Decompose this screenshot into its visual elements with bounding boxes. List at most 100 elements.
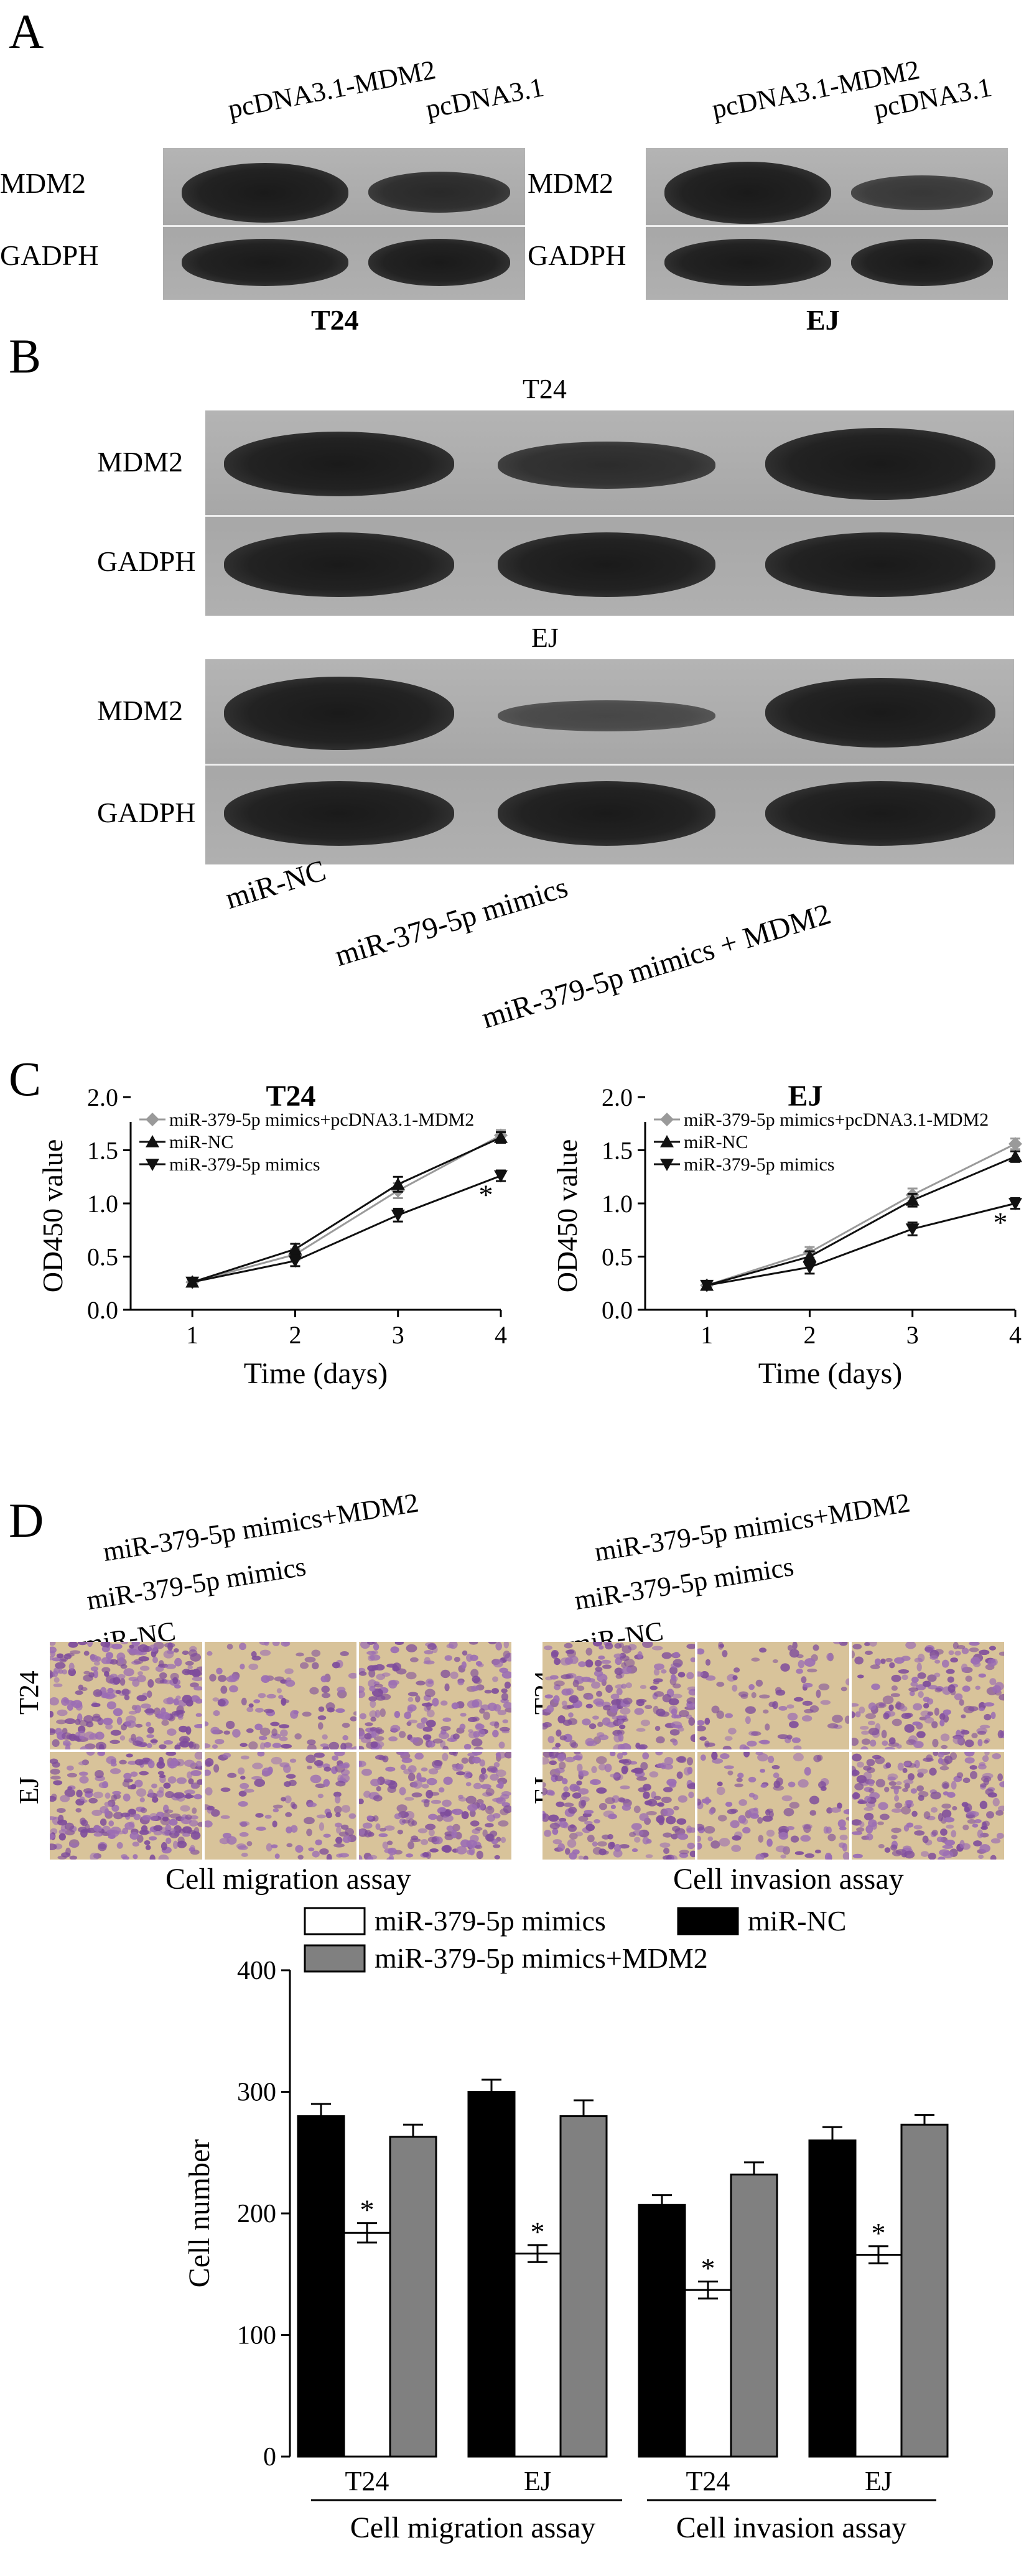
stained-cell xyxy=(586,1740,598,1746)
stained-cell xyxy=(271,1844,278,1848)
stained-cell xyxy=(857,1761,865,1768)
stained-cell xyxy=(332,1661,340,1669)
stained-cell xyxy=(375,1727,383,1733)
stained-cell xyxy=(618,1733,624,1742)
stained-cell xyxy=(656,1736,665,1744)
stained-cell xyxy=(938,1758,944,1764)
stained-cell xyxy=(67,1786,73,1791)
stained-cell xyxy=(618,1642,624,1648)
stained-cell xyxy=(679,1850,690,1855)
stained-cell xyxy=(238,1820,249,1827)
stained-cell xyxy=(451,1702,460,1710)
stained-cell xyxy=(928,1685,938,1690)
stained-cell xyxy=(406,1644,417,1652)
stained-cell xyxy=(878,1843,885,1849)
stained-cell xyxy=(178,1829,186,1834)
stained-cell xyxy=(52,1670,58,1677)
stained-cell xyxy=(376,1695,386,1701)
stained-cell xyxy=(745,1706,756,1714)
stained-cell xyxy=(837,1819,846,1828)
stained-cell xyxy=(65,1652,75,1657)
stained-cell xyxy=(182,1650,189,1656)
stained-cell xyxy=(207,1651,213,1656)
stained-cell xyxy=(788,1721,799,1728)
stained-cell xyxy=(179,1740,190,1748)
stained-cell xyxy=(208,1674,217,1682)
series-line xyxy=(706,1156,1016,1287)
stained-cell xyxy=(404,1712,412,1720)
micrograph-cell xyxy=(542,1642,695,1749)
blot-title-t24: T24 xyxy=(523,374,567,404)
stained-cell xyxy=(188,1649,198,1657)
stained-cell xyxy=(771,1765,780,1770)
stained-cell xyxy=(928,1853,937,1860)
micrograph-image xyxy=(542,1642,695,1749)
stained-cell xyxy=(572,1679,579,1688)
blot-cell-line-ej: EJ xyxy=(806,304,840,336)
stained-cell xyxy=(621,1662,626,1669)
stained-cell xyxy=(162,1817,169,1822)
stained-cell xyxy=(185,1661,194,1666)
band xyxy=(368,172,510,213)
stained-cell xyxy=(662,1693,672,1703)
stained-cell xyxy=(461,1811,469,1820)
stained-cell xyxy=(431,1799,442,1804)
stained-cell xyxy=(493,1813,501,1818)
stained-cell xyxy=(722,1650,728,1657)
stained-cell xyxy=(827,1833,836,1842)
bar xyxy=(467,2091,516,2458)
stained-cell xyxy=(633,1805,641,1814)
y-tick-label: 0 xyxy=(263,2443,276,2472)
stained-cell xyxy=(870,1740,877,1747)
stained-cell xyxy=(686,1697,695,1705)
micrograph-cell xyxy=(204,1752,357,1860)
stained-cell xyxy=(931,1830,939,1837)
stained-cell xyxy=(319,1848,329,1855)
stained-cell xyxy=(661,1796,672,1804)
stained-cell xyxy=(442,1799,452,1807)
stained-cell xyxy=(983,1777,990,1786)
stained-cell xyxy=(165,1664,177,1669)
stained-cell xyxy=(594,1819,600,1823)
stained-cell xyxy=(859,1706,865,1714)
stained-cell xyxy=(889,1737,896,1744)
stained-cell xyxy=(98,1843,107,1851)
stained-cell xyxy=(987,1659,997,1667)
x-tick-label: 1 xyxy=(701,1321,713,1349)
stained-cell xyxy=(892,1685,898,1691)
stained-cell xyxy=(875,1702,887,1708)
series-1 xyxy=(185,1130,508,1288)
stained-cell xyxy=(866,1759,875,1766)
stained-cell xyxy=(485,1823,495,1828)
stained-cell xyxy=(646,1799,658,1807)
stained-cell xyxy=(498,1741,505,1749)
stained-cell xyxy=(732,1675,738,1680)
stained-cell xyxy=(115,1689,121,1695)
stained-cell xyxy=(852,1792,860,1799)
stained-cell xyxy=(868,1728,880,1736)
stained-cell xyxy=(569,1695,579,1703)
stained-cell xyxy=(503,1650,511,1659)
stained-cell xyxy=(502,1719,509,1723)
stained-cell xyxy=(93,1689,103,1697)
stained-cell xyxy=(137,1644,149,1652)
stained-cell xyxy=(359,1671,367,1676)
group-label: Cell migration assay xyxy=(350,2511,596,2544)
stained-cell xyxy=(638,1744,648,1749)
stained-cell xyxy=(686,1672,694,1680)
stained-cell xyxy=(173,1792,185,1799)
stained-cell xyxy=(978,1855,984,1860)
stained-cell xyxy=(236,1843,246,1849)
stained-cell xyxy=(668,1781,676,1788)
stained-cell xyxy=(620,1655,630,1661)
legend-entry: miR-379-5p mimics xyxy=(654,1154,835,1175)
legend-swatch xyxy=(304,1907,366,1935)
stained-cell xyxy=(786,1735,793,1740)
stained-cell xyxy=(494,1721,500,1729)
stained-cell xyxy=(998,1805,1004,1812)
stained-cell xyxy=(425,1689,435,1697)
data-point xyxy=(1008,1149,1022,1162)
stained-cell xyxy=(323,1779,330,1787)
stained-cell xyxy=(156,1761,165,1769)
stained-cell xyxy=(547,1736,555,1743)
